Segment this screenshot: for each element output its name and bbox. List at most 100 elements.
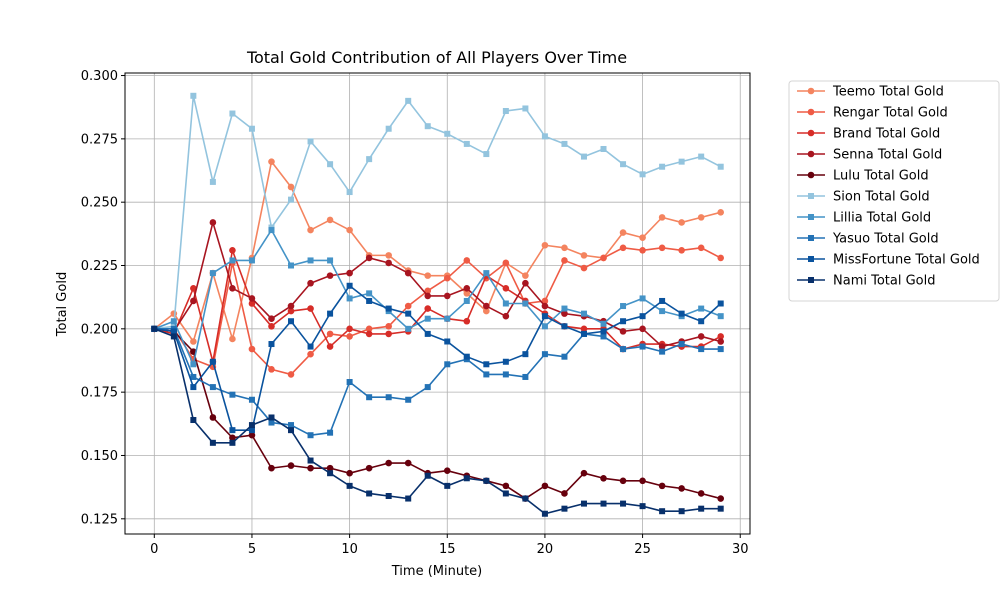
series-6 — [151, 92, 724, 332]
data-point — [424, 292, 432, 300]
legend-label: Lulu Total Gold — [833, 169, 929, 184]
data-point — [483, 361, 490, 368]
data-point — [697, 490, 705, 497]
data-point — [326, 216, 334, 224]
data-point — [444, 315, 451, 322]
data-point — [620, 500, 627, 507]
data-point — [580, 500, 587, 507]
data-point — [248, 257, 255, 264]
data-point — [717, 300, 724, 307]
data-point — [522, 105, 529, 112]
data-point — [326, 272, 334, 279]
data-point — [190, 285, 197, 292]
data-point — [658, 214, 666, 221]
data-point — [268, 341, 275, 348]
legend-swatch-marker — [807, 150, 815, 158]
data-point — [522, 279, 529, 287]
data-point — [502, 312, 510, 320]
data-point — [209, 414, 217, 421]
data-point — [190, 384, 197, 391]
data-point — [424, 315, 431, 322]
data-point — [522, 351, 529, 358]
data-point — [326, 464, 334, 472]
x-tick-label: 20 — [537, 542, 554, 557]
data-point — [620, 161, 627, 168]
data-point — [580, 264, 588, 272]
data-point — [620, 318, 627, 325]
data-point — [600, 328, 607, 335]
data-point — [365, 464, 373, 472]
data-point — [698, 153, 705, 160]
legend-box — [788, 80, 1000, 302]
legend-item: Yasuo Total Gold — [797, 232, 939, 247]
data-point — [229, 257, 236, 264]
data-point — [307, 350, 314, 358]
data-point — [326, 330, 334, 338]
data-point — [443, 274, 451, 282]
data-point — [385, 125, 392, 132]
y-tick-label: 0.150 — [81, 449, 118, 464]
data-point — [541, 351, 548, 358]
data-point — [229, 434, 236, 442]
data-point — [483, 151, 490, 158]
data-point — [600, 254, 607, 262]
data-point — [483, 307, 490, 315]
data-point — [619, 328, 627, 335]
data-point — [170, 328, 177, 335]
data-point — [639, 313, 646, 320]
data-point — [639, 234, 646, 241]
data-point — [463, 475, 470, 482]
data-point — [307, 279, 314, 287]
data-point — [639, 325, 646, 333]
data-point — [209, 270, 216, 277]
legend-swatch-marker — [807, 108, 815, 116]
data-point — [522, 300, 529, 307]
data-point — [229, 335, 236, 343]
data-point — [600, 145, 607, 152]
legend-item: Teemo Total Gold — [797, 85, 944, 100]
data-point — [385, 394, 392, 401]
x-tick-label: 30 — [732, 542, 749, 557]
data-point — [287, 183, 295, 191]
data-point — [385, 330, 392, 338]
data-point — [659, 348, 666, 355]
x-tick-label: 25 — [634, 542, 651, 557]
data-point — [404, 302, 412, 310]
data-point — [268, 158, 275, 165]
data-point — [639, 503, 646, 510]
data-point — [697, 244, 705, 252]
legend-label: Teemo Total Gold — [832, 85, 944, 100]
plot-frame — [124, 72, 751, 535]
data-point — [346, 469, 353, 477]
data-point — [404, 269, 412, 277]
y-axis: 0.125 0.150 0.175 0.200 0.225 0.250 0.275 0.300 — [81, 69, 125, 527]
data-point — [346, 189, 353, 196]
data-point — [502, 482, 510, 490]
data-point — [561, 305, 568, 312]
data-point — [443, 467, 451, 474]
data-point — [717, 505, 724, 512]
data-point — [541, 133, 548, 140]
data-point — [483, 477, 490, 484]
data-point — [307, 457, 314, 464]
data-point — [424, 330, 431, 337]
data-point — [307, 138, 314, 145]
x-axis: 0 5 10 15 20 25 30 — [150, 534, 749, 557]
data-point — [405, 325, 412, 332]
y-tick-label: 0.225 — [81, 259, 118, 274]
data-point — [561, 505, 568, 512]
data-point — [561, 244, 568, 252]
legend-label: Sion Total Gold — [833, 190, 930, 205]
legend-item: Lillia Total Gold — [797, 211, 931, 226]
data-point — [717, 254, 725, 262]
data-point — [307, 226, 314, 234]
data-point — [365, 325, 373, 333]
data-point — [346, 269, 353, 277]
y-tick-label: 0.125 — [81, 512, 118, 527]
data-point — [307, 343, 314, 350]
data-point — [327, 429, 334, 436]
data-point — [561, 353, 568, 360]
legend-label: Yasuo Total Gold — [832, 232, 939, 247]
data-point — [346, 333, 353, 340]
